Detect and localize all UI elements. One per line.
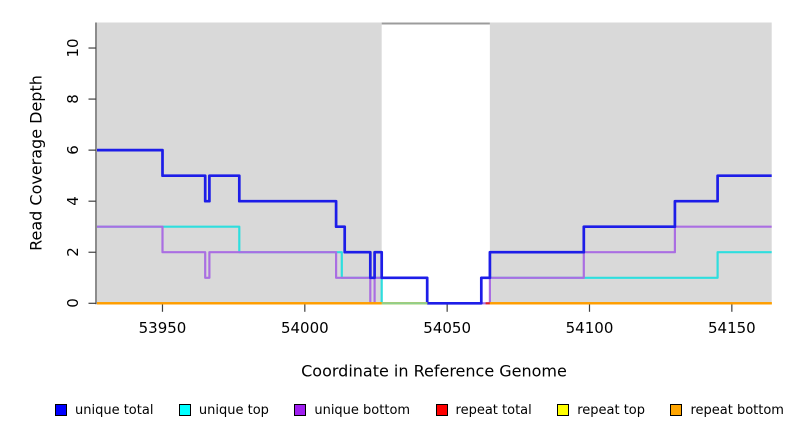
legend-swatch-icon — [55, 404, 67, 416]
legend-label: unique top — [198, 402, 269, 418]
legend-label: repeat bottom — [690, 402, 784, 418]
x-tick-label: 53950 — [138, 319, 187, 337]
x-tick-label: 54100 — [565, 319, 614, 337]
y-tick-label: 0 — [64, 298, 82, 309]
x-axis-title: Coordinate in Reference Genome — [301, 361, 567, 381]
legend-label: unique total — [75, 402, 154, 418]
y-tick-label: 10 — [64, 38, 82, 58]
legend-swatch-icon — [435, 404, 448, 416]
x-tick-label: 54150 — [707, 319, 756, 337]
legend-label: unique bottom — [314, 402, 411, 418]
y-axis-title: Read Coverage Depth — [26, 75, 46, 251]
y-tick-label: 8 — [64, 94, 82, 104]
legend-item-repeat-total: repeat total — [435, 402, 532, 418]
alignment-gap-band — [381, 22, 490, 304]
legend-swatch-icon — [670, 404, 683, 416]
legend-item-repeat-bottom: repeat bottom — [670, 403, 784, 418]
legend-swatch-icon — [294, 404, 307, 416]
legend-label: repeat top — [577, 402, 645, 418]
y-tick-label: 2 — [64, 247, 82, 258]
legend-item-unique-total: unique total — [55, 403, 153, 418]
x-tick-label: 54000 — [280, 319, 329, 337]
legend-label: repeat total — [455, 402, 532, 418]
legend-swatch-icon — [557, 404, 570, 416]
legend-item-unique-bottom: unique bottom — [294, 403, 410, 418]
x-tick-label: 54050 — [423, 319, 472, 337]
legend-item-repeat-top: repeat top — [557, 403, 645, 418]
chart-legend: unique total unique top unique bottom repea… — [55, 401, 784, 419]
legend-item-unique-top: unique top — [178, 402, 269, 418]
y-tick-label: 4 — [64, 196, 82, 206]
series-line-unique-total — [97, 148, 772, 305]
series-line-unique-top — [97, 225, 772, 305]
legend-swatch-icon — [178, 404, 191, 416]
y-tick-label: 6 — [64, 145, 82, 155]
